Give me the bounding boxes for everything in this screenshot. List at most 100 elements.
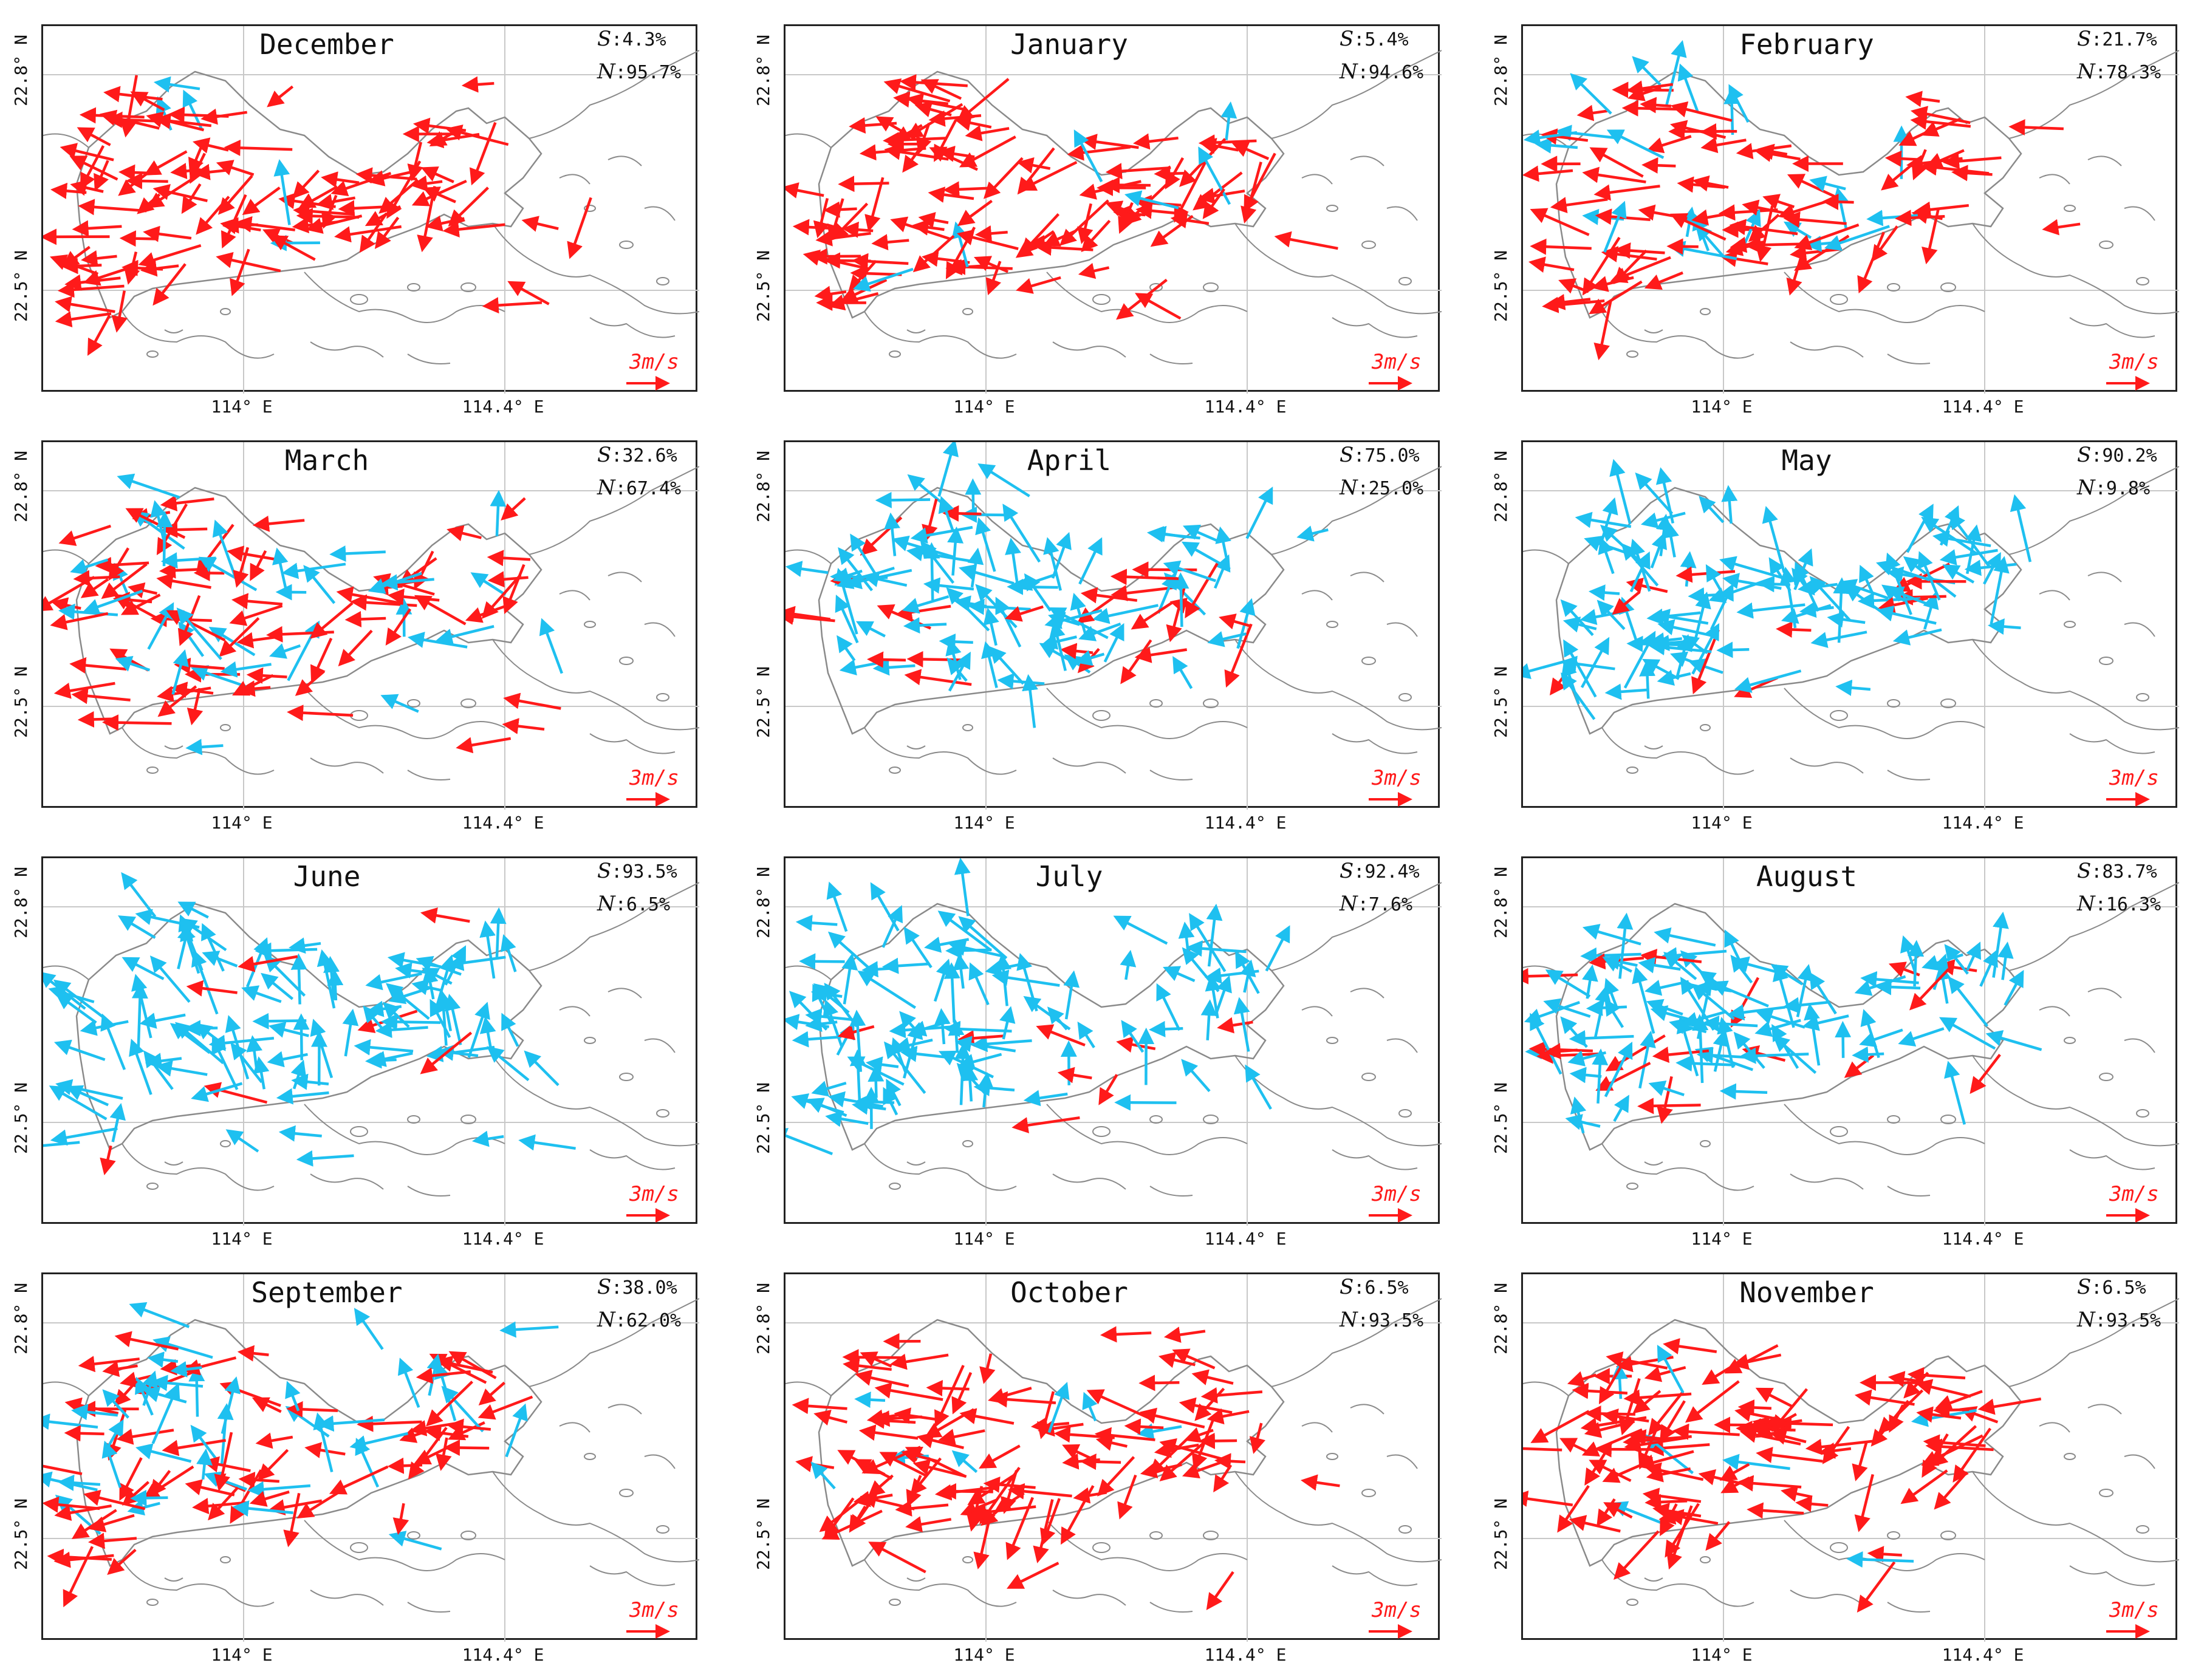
south-wind-arrow: [811, 1081, 847, 1097]
north-wind-arrow: [43, 1496, 100, 1513]
coastline: [2039, 1006, 2070, 1017]
north-wind-arrow: [1062, 1444, 1100, 1464]
island: [220, 724, 231, 731]
longitude-tick-label: 114° E: [1691, 813, 1753, 833]
south-wind-arrow: [1523, 129, 1578, 146]
south-wind-arrow: [435, 990, 452, 1046]
north-wind-arrow: [338, 629, 373, 667]
south-wind-arrow: [1178, 921, 1195, 960]
south-wind-arrow: [981, 641, 998, 688]
island: [584, 1037, 596, 1044]
coastline: [310, 1173, 384, 1190]
north-wind-arrow: [1080, 134, 1139, 150]
north-wind-arrow: [1008, 1483, 1072, 1500]
coastline: [2124, 622, 2155, 637]
longitude-tick-label: 114° E: [953, 813, 1015, 833]
coastline: [310, 341, 384, 358]
stat-value: 5.4%: [1364, 29, 1409, 50]
latitude-tick-label: 22.5° N: [11, 1082, 31, 1154]
south-wind-arrow: [1988, 618, 2021, 635]
coastline: [864, 1559, 1017, 1607]
north-wind-arrow: [1742, 199, 1787, 216]
north-wind-arrow: [1854, 1389, 1915, 1406]
north-wind-arrow: [54, 1504, 112, 1521]
south-wind-arrow: [323, 955, 340, 1000]
south-wind-arrow: [191, 949, 219, 1015]
coastline: [1972, 639, 2179, 731]
coastline: [529, 1298, 699, 1387]
coastline: [1332, 733, 1418, 754]
island: [220, 1556, 231, 1563]
north-wind-arrow: [445, 125, 509, 146]
coastline: [864, 727, 1017, 775]
coastline: [1149, 1186, 1193, 1197]
north-wind-arrow: [1140, 1462, 1182, 1478]
north-wind-arrow: [1857, 231, 1885, 294]
coastline: [607, 155, 642, 166]
south-wind-arrow: [938, 496, 955, 533]
south-wind-arrow: [129, 1039, 152, 1095]
south-wind-arrow: [1638, 1030, 1656, 1089]
stat-value: 83.7%: [2102, 861, 2157, 883]
north-wind-arrow: [61, 258, 102, 275]
south-wind-arrow: [1966, 941, 1981, 971]
longitude-tick-label: 114.4° E: [462, 813, 544, 833]
south-wind-arrow: [1002, 504, 1041, 563]
coastline: [1386, 206, 1418, 221]
north-wind-arrow: [1644, 271, 1683, 290]
south-wind-arrow: [150, 500, 166, 541]
north-wind-arrow: [81, 250, 117, 267]
island: [962, 308, 973, 315]
north-wind-arrow: [853, 1490, 893, 1508]
south-wind-arrow: [50, 1127, 118, 1146]
coastline: [407, 1602, 451, 1613]
south-wind-arrow: [1265, 925, 1290, 972]
south-wind-arrow: [201, 923, 225, 972]
north-wind-arrow: [1762, 194, 1795, 210]
north-wind-arrow: [1614, 242, 1665, 259]
stat-value: 90.2%: [2102, 445, 2157, 466]
south-wind-arrow: [1722, 1453, 1790, 1470]
coastline: [1790, 757, 1864, 774]
north-wind-arrow: [1060, 643, 1093, 660]
north-wind-arrow: [88, 1514, 135, 1532]
north-wind-arrow: [849, 1500, 873, 1532]
north-wind-arrow: [425, 215, 465, 232]
north-wind-arrow: [465, 603, 510, 623]
north-wind-arrow: [1182, 1461, 1222, 1479]
south-wind-arrow: [246, 1035, 263, 1071]
stat-value: 94.6%: [1368, 62, 1424, 83]
south-wind-arrow: [1172, 656, 1193, 689]
island: [1940, 698, 1956, 708]
coastline: [1149, 353, 1193, 364]
coastline: [906, 1577, 926, 1582]
coastline: [559, 1422, 590, 1433]
south-wind-arrow: [447, 954, 506, 971]
south-wind-arrow: [1860, 971, 1919, 988]
south-wind-arrow: [1600, 524, 1645, 567]
north-wind-arrow: [1665, 1503, 1700, 1558]
south-wind-arrow: [1040, 633, 1077, 650]
north-wind-arrow: [316, 194, 355, 210]
north-wind-arrow: [378, 179, 419, 214]
north-wind-arrow: [1909, 968, 1950, 1011]
south-wind-arrow: [151, 1374, 204, 1391]
island: [146, 350, 159, 358]
north-wind-arrow: [868, 1474, 894, 1497]
coastline: [1332, 317, 1418, 338]
island: [1830, 1542, 1848, 1553]
island: [584, 205, 596, 212]
south-wind-arrow: [785, 1014, 830, 1030]
coastline: [492, 1055, 699, 1147]
south-wind-arrow: [792, 1031, 842, 1048]
north-wind-arrow: [187, 688, 204, 726]
coastline: [1601, 311, 1754, 359]
south-wind-arrow: [375, 1022, 428, 1039]
north-wind-arrow: [785, 606, 831, 623]
south-wind-arrow: [232, 1500, 293, 1517]
stat-value: 75.0%: [1364, 445, 1420, 466]
south-wind-arrow: [1944, 1060, 1966, 1125]
stat-value: 21.7%: [2102, 29, 2157, 50]
coastline: [407, 1186, 451, 1197]
